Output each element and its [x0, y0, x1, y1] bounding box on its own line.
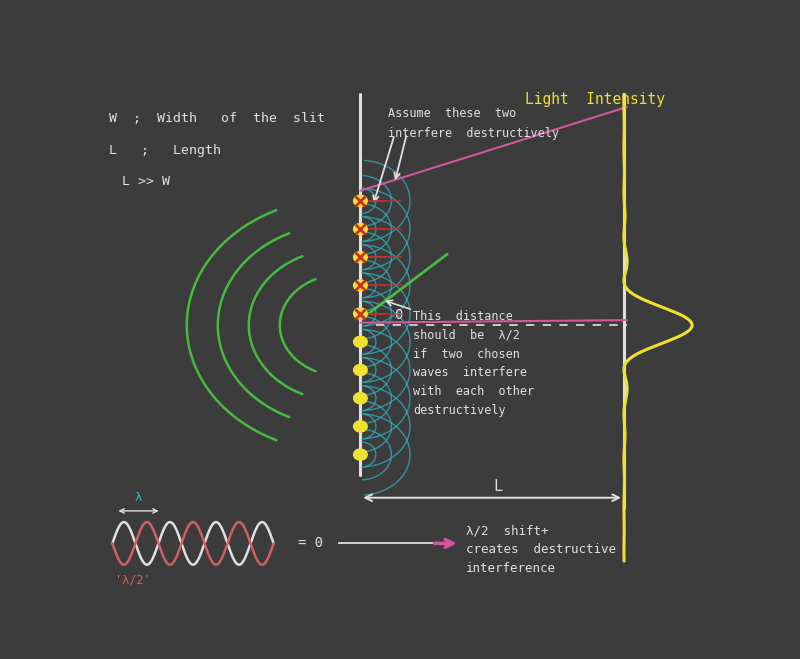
Circle shape [354, 280, 367, 291]
Circle shape [354, 252, 367, 263]
Text: with  each  other: with each other [413, 385, 534, 398]
Circle shape [354, 393, 367, 404]
Text: L   ;   Length: L ; Length [110, 144, 222, 157]
Text: λ/2  shift+: λ/2 shift+ [466, 524, 548, 537]
Text: W  ;  Width   of  the  slit: W ; Width of the slit [110, 112, 326, 125]
Circle shape [354, 336, 367, 347]
Text: should  be  λ/2: should be λ/2 [413, 329, 520, 342]
Text: destructively: destructively [413, 404, 506, 417]
Text: This  distance: This distance [413, 310, 513, 323]
Circle shape [354, 421, 367, 432]
Text: 'λ/2': 'λ/2' [115, 574, 151, 587]
Circle shape [354, 308, 367, 319]
Text: waves  interfere: waves interfere [413, 366, 527, 380]
Text: θ: θ [394, 308, 403, 322]
Text: Light  Intensity: Light Intensity [525, 92, 665, 107]
Circle shape [354, 223, 367, 235]
Text: L >> W: L >> W [122, 175, 170, 188]
Text: if  two  chosen: if two chosen [413, 347, 520, 360]
Circle shape [354, 449, 367, 460]
Text: interfere  destructively: interfere destructively [388, 127, 559, 140]
Circle shape [354, 195, 367, 206]
Text: Assume  these  two: Assume these two [388, 107, 517, 120]
Text: L: L [494, 478, 503, 494]
Text: interference: interference [466, 561, 556, 575]
Text: λ: λ [134, 492, 142, 504]
Text: creates  destructive: creates destructive [466, 543, 616, 556]
Text: = 0: = 0 [298, 536, 323, 550]
Circle shape [354, 364, 367, 376]
